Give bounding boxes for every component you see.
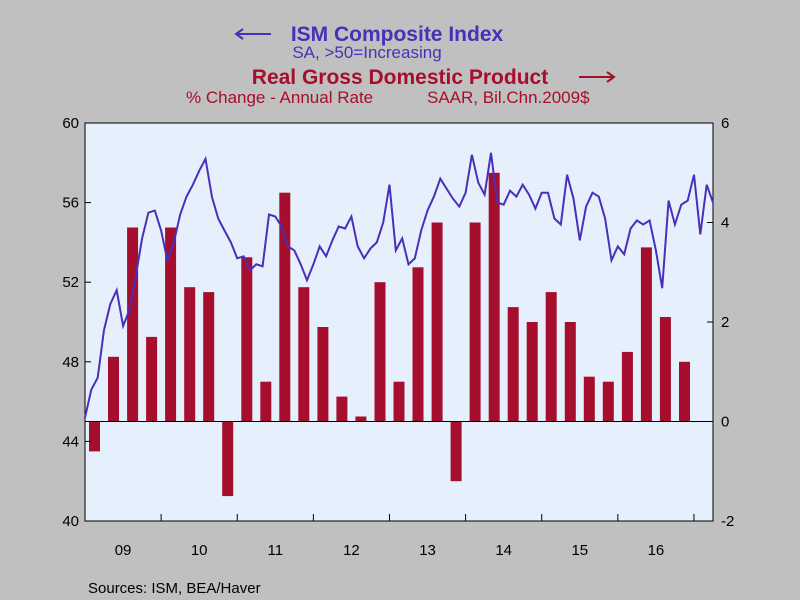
gdp-bar-2013Q2 bbox=[412, 267, 424, 422]
chart-legend: ISM Composite Index SA, >50=Increasing R… bbox=[186, 23, 616, 107]
ism-legend-arrow-icon bbox=[234, 28, 271, 40]
right-tick-label: 6 bbox=[721, 115, 729, 132]
gdp-subtitle-left: % Change - Annual Rate bbox=[186, 88, 373, 107]
x-tick-label: 16 bbox=[648, 542, 665, 559]
gdp-bar-2015Q4 bbox=[602, 381, 614, 422]
gdp-title: Real Gross Domestic Product bbox=[252, 66, 548, 89]
gdp-bar-2009Q2 bbox=[108, 356, 119, 422]
gdp-bar-2012Q1 bbox=[317, 327, 329, 422]
ism-line bbox=[84, 152, 714, 418]
right-tick-label: 4 bbox=[721, 215, 729, 232]
gdp-subtitle-right: SAAR, Bil.Chn.2009$ bbox=[427, 88, 590, 107]
gdp-bar-2015Q2 bbox=[564, 322, 576, 422]
gdp-bar-2009Q3 bbox=[127, 227, 139, 422]
gdp-bar-2016Q2 bbox=[640, 247, 652, 422]
left-axis: 40 44 48 52 56 60 bbox=[62, 115, 91, 530]
ism-title: ISM Composite Index bbox=[291, 23, 504, 46]
right-tick-label: 2 bbox=[721, 314, 729, 331]
right-tick-label: -2 bbox=[721, 513, 734, 530]
right-axis: -2 0 2 4 6 bbox=[707, 115, 734, 530]
gdp-bar-2010Q4 bbox=[222, 421, 234, 497]
left-tick-label: 40 bbox=[62, 513, 79, 530]
x-tick-label: 15 bbox=[571, 542, 588, 559]
right-tick-label: 0 bbox=[721, 414, 729, 431]
gdp-bar-2012Q3 bbox=[355, 416, 367, 422]
gdp-bar-2014Q4 bbox=[526, 322, 538, 422]
x-tick-label: 10 bbox=[191, 542, 208, 559]
gdp-bar-2010Q3 bbox=[203, 292, 215, 422]
gdp-bar-2014Q1 bbox=[469, 222, 481, 422]
gdp-bar-2011Q3 bbox=[279, 192, 291, 422]
gdp-bar-2011Q2 bbox=[260, 381, 272, 422]
gdp-bar-2010Q1 bbox=[165, 227, 177, 422]
gdp-legend-arrow-icon bbox=[579, 71, 616, 83]
gdp-bar-2016Q1 bbox=[621, 351, 633, 422]
ism-subtitle: SA, >50=Increasing bbox=[292, 43, 441, 62]
source-note: Sources: ISM, BEA/Haver bbox=[88, 580, 261, 597]
gdp-bar-2009Q4 bbox=[146, 336, 158, 422]
gdp-bar-2010Q2 bbox=[184, 287, 196, 422]
gdp-bar-2014Q3 bbox=[507, 307, 519, 422]
gdp-bar-2012Q4 bbox=[374, 282, 386, 422]
gdp-bar-2013Q4 bbox=[450, 421, 462, 482]
plot-area bbox=[84, 122, 714, 522]
x-axis: 09 10 11 12 13 14 15 16 bbox=[84, 514, 695, 559]
gdp-bar-2013Q1 bbox=[393, 381, 405, 422]
x-tick-label: 12 bbox=[343, 542, 360, 559]
gdp-bars bbox=[89, 172, 690, 497]
left-tick-label: 52 bbox=[62, 274, 79, 291]
gdp-bar-2015Q3 bbox=[583, 376, 595, 422]
left-tick-label: 60 bbox=[62, 115, 79, 132]
left-tick-label: 48 bbox=[62, 354, 79, 371]
gdp-bar-2009Q1 bbox=[89, 421, 100, 452]
gdp-bar-2016Q3 bbox=[659, 317, 671, 422]
left-tick-label: 56 bbox=[62, 195, 79, 212]
gdp-bar-2011Q1 bbox=[241, 257, 253, 422]
x-tick-label: 13 bbox=[419, 542, 436, 559]
x-tick-label: 14 bbox=[495, 542, 512, 559]
x-tick-label: 11 bbox=[268, 542, 284, 559]
left-tick-label: 44 bbox=[62, 433, 79, 450]
gdp-bar-2013Q3 bbox=[431, 222, 443, 422]
gdp-bar-2011Q4 bbox=[298, 287, 310, 422]
gdp-bar-2015Q1 bbox=[545, 292, 557, 422]
gdp-bar-2014Q2 bbox=[488, 172, 500, 422]
gdp-bar-2016Q4 bbox=[679, 361, 690, 422]
x-tick-label: 09 bbox=[115, 542, 132, 559]
gdp-bar-2012Q2 bbox=[336, 396, 348, 422]
